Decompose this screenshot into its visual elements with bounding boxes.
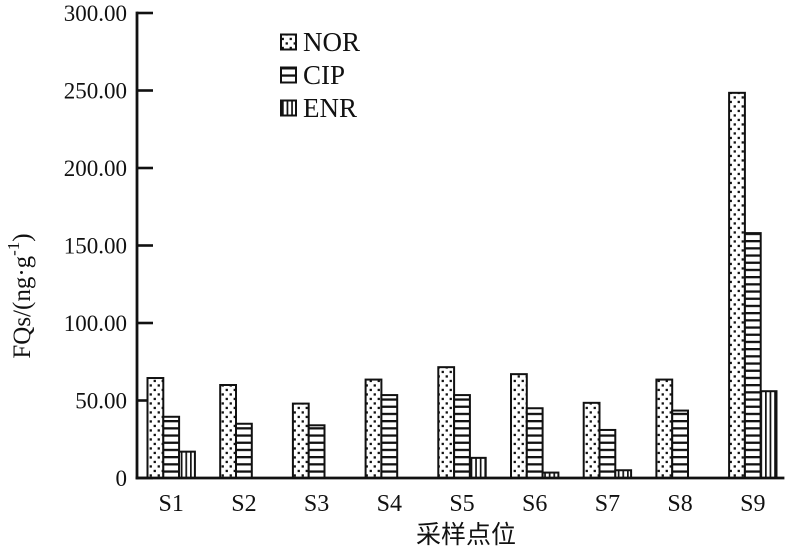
bar-cip-s9	[743, 232, 762, 479]
bar-cip-s4	[380, 394, 399, 480]
x-tick-label: S4	[377, 491, 402, 517]
plot-area: 0 50.00 100.00 150.00 200.00 250.00 300.00 S1 S2…	[4, 1, 785, 549]
y-tick-label: 50.00	[75, 389, 127, 414]
x-tick-label: S5	[449, 491, 474, 517]
y-tick-label: 150.00	[64, 234, 127, 259]
bar-nor-s5	[437, 366, 456, 479]
bar-cip-s1	[162, 415, 181, 479]
bar-cip-s2	[235, 422, 253, 479]
legend-label-nor: NOR	[303, 27, 360, 57]
y-tick-label: 300.00	[64, 1, 127, 26]
legend-swatch-enr	[280, 99, 297, 117]
x-tick-label: S2	[231, 491, 256, 517]
bar-cip-s8	[671, 409, 690, 480]
y-tick-label: 200.00	[64, 156, 127, 181]
bar-cip-s7	[598, 428, 617, 480]
bar-cip-s6	[525, 407, 544, 479]
bar-nor-s6	[510, 373, 528, 479]
y-tick-label: 100.00	[64, 311, 127, 336]
bar-nor-s3	[291, 402, 310, 480]
x-tick-label: S7	[595, 491, 620, 517]
x-axis-title: 采样点位	[416, 521, 516, 549]
x-tick-label: S6	[522, 491, 547, 517]
y-tick-label: 250.00	[64, 79, 127, 104]
bar-nor-s2	[219, 384, 237, 479]
bar-enr-s5	[468, 456, 487, 480]
bar-nor-s9	[728, 91, 746, 479]
legend-swatch-cip	[280, 66, 297, 84]
legend-swatch-nor	[280, 33, 297, 51]
legend-label-cip: CIP	[303, 60, 345, 90]
bar-nor-s4	[364, 378, 383, 480]
x-tick-label: S9	[740, 491, 765, 517]
x-tick-label: S1	[159, 491, 184, 517]
bar-cip-s3	[307, 424, 326, 479]
bar-enr-s1	[178, 450, 196, 479]
y-tick-label: 0	[116, 466, 128, 491]
x-tick-label: S8	[667, 491, 692, 517]
bar-nor-s8	[655, 378, 674, 480]
y-axis-title: FQs/(ng·g-1)	[4, 233, 36, 358]
bar-cip-s5	[453, 394, 471, 480]
legend-label-enr: ENR	[303, 93, 357, 123]
bar-nor-s1	[146, 377, 165, 479]
bar-enr-s9	[759, 390, 778, 480]
bar-nor-s7	[582, 401, 601, 480]
x-tick-label: S3	[304, 491, 329, 517]
